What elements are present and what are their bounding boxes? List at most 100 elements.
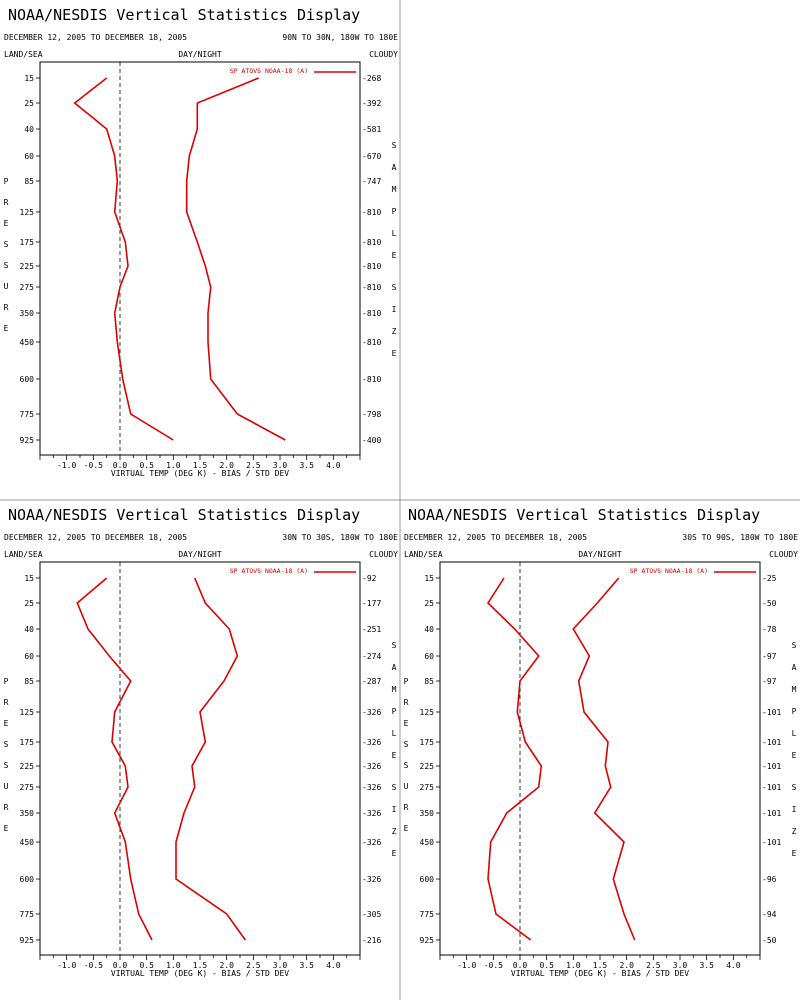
sample-size-label: -810: [362, 238, 381, 247]
x-tick-label: 1.5: [593, 961, 608, 970]
sample-size-label: -326: [362, 783, 381, 792]
sample-size-label: -274: [362, 652, 381, 661]
sample-size-label: -581: [362, 125, 381, 134]
sample-size-axis-letter: S: [792, 641, 797, 650]
std-dev-series-line: [175, 577, 246, 941]
pressure-axis-letter: R: [404, 698, 409, 707]
sample-size-label: -50: [762, 936, 777, 945]
x-tick-label: 0.5: [539, 961, 554, 970]
x-tick-label: 2.0: [619, 961, 634, 970]
sample-size-label: -326: [362, 708, 381, 717]
sample-size-label: -326: [362, 809, 381, 818]
pressure-axis-letter: E: [4, 719, 9, 728]
pressure-axis-letter: S: [404, 761, 409, 770]
date-range: DECEMBER 12, 2005 TO DECEMBER 18, 2005: [404, 533, 587, 542]
pressure-tick-label: 40: [424, 625, 434, 634]
sample-size-label: -810: [362, 262, 381, 271]
sample-size-axis-letter: S: [792, 783, 797, 792]
pressure-axis-letter: S: [4, 740, 9, 749]
sample-size-label: -810: [362, 338, 381, 347]
date-range: DECEMBER 12, 2005 TO DECEMBER 18, 2005: [4, 533, 187, 542]
sample-size-axis-letter: Z: [392, 827, 397, 836]
pressure-tick-label: 225: [20, 262, 35, 271]
x-tick-label: 0.0: [513, 961, 528, 970]
region-label: 30S TO 90S, 180W TO 180E: [682, 533, 798, 542]
sample-size-label: -810: [362, 375, 381, 384]
pressure-tick-label: 275: [20, 283, 35, 292]
x-axis-label: VIRTUAL TEMP (DEG K) - BIAS / STD DEV: [111, 469, 289, 478]
x-axis-label: VIRTUAL TEMP (DEG K) - BIAS / STD DEV: [511, 969, 689, 978]
x-tick-label: 2.0: [219, 461, 234, 470]
x-tick-label: 0.0: [113, 961, 128, 970]
sample-size-label: -251: [362, 625, 381, 634]
pressure-axis-letter: S: [4, 761, 9, 770]
chart-panel-1: NOAA/NESDIS Vertical Statistics Display D…: [4, 6, 399, 478]
land-sea-label: LAND/SEA: [4, 550, 43, 559]
x-tick-label: 1.0: [166, 961, 181, 970]
pressure-tick-label: 350: [420, 809, 435, 818]
pressure-axis-letter: E: [404, 719, 409, 728]
sample-size-axis-letter: L: [392, 229, 397, 238]
sample-size-axis-letter: E: [392, 849, 397, 858]
x-tick-label: 2.5: [646, 961, 661, 970]
pressure-tick-label: 25: [24, 99, 34, 108]
sample-size-label: -326: [362, 738, 381, 747]
sample-size-axis-letter: Z: [792, 827, 797, 836]
sample-size-label: -287: [362, 677, 381, 686]
sample-size-label: -177: [362, 599, 381, 608]
pressure-axis-letter: R: [4, 198, 9, 207]
bias-series-line: [486, 577, 543, 941]
sample-size-axis-letter: S: [392, 283, 397, 292]
sample-size-label: -810: [362, 283, 381, 292]
plot-frame: [39, 61, 361, 456]
x-tick-label: -1.0: [57, 961, 76, 970]
pressure-tick-label: 60: [24, 652, 34, 661]
x-tick-label: 0.5: [139, 961, 154, 970]
region-label: 30N TO 30S, 180W TO 180E: [282, 533, 398, 542]
pressure-tick-label: 125: [20, 708, 35, 717]
x-tick-label: 2.5: [246, 961, 261, 970]
sample-size-label: -392: [362, 99, 381, 108]
sample-size-label: -326: [362, 838, 381, 847]
x-tick-label: 3.0: [273, 461, 288, 470]
pressure-tick-label: 125: [20, 208, 35, 217]
sample-size-label: -101: [762, 738, 781, 747]
x-tick-label: 3.0: [673, 961, 688, 970]
sample-size-axis-letter: A: [392, 163, 397, 172]
pressure-tick-label: 600: [20, 375, 35, 384]
pressure-tick-label: 450: [420, 838, 435, 847]
sample-size-axis-letter: S: [392, 783, 397, 792]
sample-size-axis-letter: L: [792, 729, 797, 738]
sample-size-axis-letter: Z: [392, 327, 397, 336]
chart-title: NOAA/NESDIS Vertical Statistics Display: [8, 6, 360, 24]
sample-size-axis-letter: A: [792, 663, 797, 672]
pressure-tick-label: 15: [24, 74, 34, 83]
pressure-tick-label: 175: [20, 738, 35, 747]
x-tick-label: 2.5: [246, 461, 261, 470]
pressure-tick-label: 925: [420, 936, 435, 945]
pressure-tick-label: 15: [24, 574, 34, 583]
sample-size-axis-letter: I: [392, 805, 397, 814]
land-sea-label: LAND/SEA: [404, 550, 443, 559]
pressure-tick-label: 85: [424, 677, 434, 686]
x-tick-label: -0.5: [84, 461, 103, 470]
legend-label: SP ATOVS NOAA-18 (A): [230, 67, 308, 75]
x-tick-label: -0.5: [84, 961, 103, 970]
pressure-axis-letter: R: [4, 303, 9, 312]
pressure-axis-letter: R: [4, 803, 9, 812]
pressure-axis-letter: E: [4, 219, 9, 228]
x-tick-label: 3.5: [299, 961, 314, 970]
sample-size-label: -101: [762, 708, 781, 717]
x-tick-label: -0.5: [484, 961, 503, 970]
pressure-axis-letter: P: [4, 177, 9, 186]
x-tick-label: 4.0: [726, 961, 741, 970]
x-tick-label: 1.5: [193, 961, 208, 970]
sample-size-label: -400: [362, 436, 381, 445]
sample-size-axis-letter: I: [792, 805, 797, 814]
sample-size-label: -810: [362, 208, 381, 217]
pressure-tick-label: 175: [420, 738, 435, 747]
sample-size-label: -97: [762, 652, 777, 661]
legend-label: SP ATOVS NOAA-18 (A): [230, 567, 308, 575]
